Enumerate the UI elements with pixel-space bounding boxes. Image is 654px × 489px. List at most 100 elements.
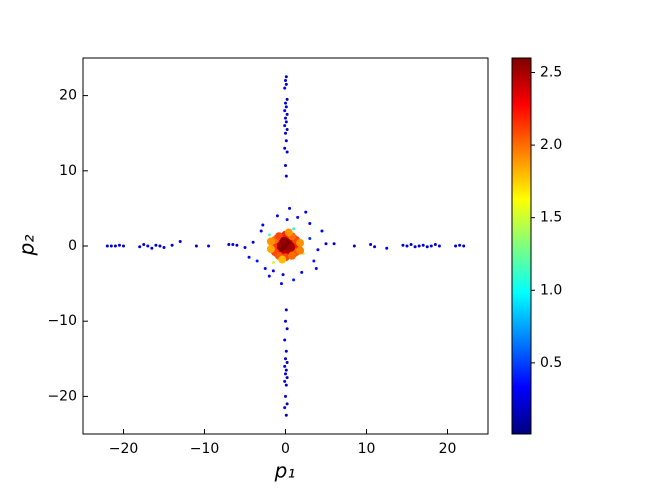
point (312, 259, 316, 263)
point (324, 242, 328, 246)
point (158, 244, 162, 248)
point (281, 273, 285, 277)
colorbar-tick-label: 2.0 (540, 137, 562, 153)
point (271, 269, 275, 273)
point (247, 255, 251, 259)
point (283, 109, 287, 113)
colorbar-tick-label: 0.5 (540, 355, 562, 371)
point (259, 229, 263, 233)
point (235, 243, 239, 247)
y-tick-label: 20 (59, 88, 77, 104)
point (300, 270, 304, 274)
point (267, 274, 271, 278)
point (243, 246, 247, 250)
point (122, 244, 125, 248)
colorbar-tick-label: 1.5 (540, 210, 562, 226)
x-axis-label: p₁ (274, 459, 296, 483)
x-tick-label: −10 (190, 441, 220, 457)
point (284, 308, 288, 312)
colorbar-tick-label: 1.0 (540, 282, 562, 298)
point (271, 261, 275, 265)
point (105, 244, 109, 248)
point (308, 236, 312, 240)
point (284, 372, 287, 376)
point (231, 242, 235, 246)
point (194, 244, 198, 248)
point (287, 251, 296, 260)
point (285, 327, 289, 331)
point (109, 244, 113, 248)
point (285, 150, 289, 154)
point (267, 233, 271, 237)
point (284, 383, 288, 387)
point (275, 214, 279, 218)
point (373, 245, 377, 249)
point (283, 379, 287, 383)
point (285, 218, 289, 222)
point (138, 245, 142, 249)
point (284, 228, 293, 237)
colorbar-tick-label: 2.5 (540, 65, 562, 81)
point (285, 97, 289, 101)
point (263, 267, 267, 271)
point (425, 245, 429, 249)
y-tick-label: 10 (59, 163, 77, 179)
point (454, 244, 458, 248)
point (405, 244, 409, 248)
y-tick-label: −20 (47, 388, 77, 404)
point (284, 101, 287, 105)
points (105, 75, 466, 417)
point (284, 105, 288, 109)
point (266, 237, 275, 246)
point (320, 229, 324, 233)
point (284, 174, 288, 178)
point (146, 244, 150, 248)
y-tick-label: 0 (68, 238, 77, 254)
point (352, 244, 356, 248)
point (283, 406, 287, 410)
point (437, 244, 441, 248)
point (304, 210, 308, 214)
point (296, 246, 305, 255)
point (283, 146, 287, 150)
point (284, 319, 287, 323)
point (283, 124, 287, 128)
point (285, 376, 289, 380)
y-tick-label: −10 (47, 313, 77, 329)
point (251, 240, 255, 244)
point (296, 215, 300, 219)
point (409, 242, 413, 246)
x-tick-label: −20 (109, 441, 139, 457)
point (287, 243, 296, 252)
point (283, 338, 287, 342)
point (413, 245, 417, 249)
point (401, 243, 405, 247)
point (296, 238, 305, 247)
point (417, 244, 421, 248)
point (283, 364, 287, 368)
point (458, 243, 462, 247)
point (285, 127, 289, 131)
point (284, 394, 287, 398)
point (288, 206, 292, 210)
point (421, 243, 425, 247)
y-axis-label: p₂ (15, 235, 39, 257)
point (316, 248, 320, 252)
point (279, 236, 288, 245)
point (227, 242, 231, 246)
point (429, 244, 433, 248)
point (142, 242, 146, 246)
point (284, 164, 287, 168)
point (266, 245, 275, 254)
point (162, 246, 166, 250)
x-tick-label: 20 (439, 441, 457, 457)
colorbar (511, 57, 532, 435)
point (433, 242, 437, 246)
point (284, 79, 287, 83)
point (284, 357, 287, 361)
point (292, 278, 296, 282)
point (462, 244, 466, 248)
point (284, 120, 288, 124)
point (285, 361, 289, 365)
point (332, 242, 336, 246)
